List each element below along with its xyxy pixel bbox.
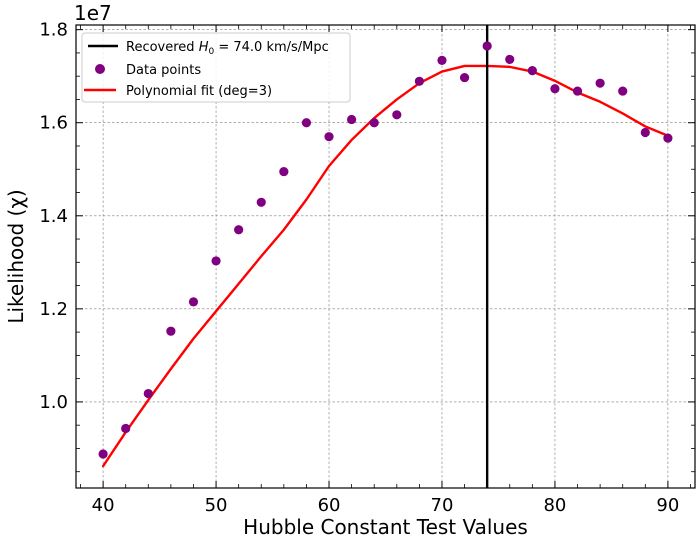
data-point-66 xyxy=(392,110,402,120)
legend-vline-subscript: 0 xyxy=(208,47,214,57)
data-point-40 xyxy=(98,449,108,459)
data-point-76 xyxy=(505,54,515,65)
data-point-84 xyxy=(595,78,605,88)
legend-vline-prefix: Recovered xyxy=(126,40,199,55)
y-tick-label-0: 1.0 xyxy=(39,392,68,413)
x-axis-label: Hubble Constant Test Values xyxy=(243,515,528,539)
y-tick-label-2: 1.4 xyxy=(39,206,68,227)
data-points-layer xyxy=(98,41,673,459)
data-point-56 xyxy=(279,166,289,177)
x-tick-label-50: 50 xyxy=(205,495,228,516)
legend-vline-suffix: = 74.0 km/s/Mpc xyxy=(214,40,329,55)
data-point-44 xyxy=(143,388,153,399)
data-point-80 xyxy=(550,84,560,94)
data-point-54 xyxy=(256,197,266,207)
data-point-90 xyxy=(663,133,673,143)
data-point-62 xyxy=(347,114,357,125)
data-point-74 xyxy=(482,41,492,51)
y-tick-label-3: 1.6 xyxy=(39,113,68,134)
x-tick-label-80: 80 xyxy=(543,495,566,516)
legend-label-polynomial-fit: Polynomial fit (deg=3) xyxy=(126,84,272,99)
ticks xyxy=(76,25,695,488)
data-point-58 xyxy=(301,118,312,128)
y-tick-label-1: 1.2 xyxy=(39,299,68,320)
x-tick-label-40: 40 xyxy=(92,495,115,516)
legend-swatch-data-points xyxy=(95,64,105,74)
legend-label-recovered-h0: Recovered H0 = 74.0 km/s/Mpc xyxy=(126,40,329,57)
x-tick-label-60: 60 xyxy=(318,495,341,516)
y-axis-label: Likelihood (χ) xyxy=(4,189,28,323)
data-point-50 xyxy=(211,256,221,266)
plot-frame xyxy=(75,24,696,489)
data-point-42 xyxy=(121,423,131,434)
legend-box xyxy=(81,32,351,103)
data-point-48 xyxy=(188,297,199,307)
data-point-68 xyxy=(414,76,424,86)
data-point-64 xyxy=(369,118,379,128)
tick-labels: 40 50 60 70 80 90 1.0 1.2 1.4 1.6 1.8 xyxy=(39,20,679,516)
legend-vline-symbol: H xyxy=(199,40,209,55)
data-point-60 xyxy=(324,132,334,142)
data-point-46 xyxy=(166,326,176,336)
data-point-88 xyxy=(640,127,650,138)
data-point-70 xyxy=(437,55,447,65)
data-point-86 xyxy=(618,86,628,96)
y-offset-label: 1e7 xyxy=(74,1,112,25)
legend-label-data-points: Data points xyxy=(126,63,201,78)
legend: Recovered H0 = 74.0 km/s/Mpc Data points… xyxy=(81,32,351,103)
x-tick-label-70: 70 xyxy=(431,495,454,516)
data-point-52 xyxy=(234,225,244,235)
x-tick-label-90: 90 xyxy=(656,495,679,516)
y-tick-label-4: 1.8 xyxy=(39,20,68,41)
data-point-72 xyxy=(459,72,470,83)
data-point-82 xyxy=(572,86,583,96)
data-point-78 xyxy=(527,66,537,76)
